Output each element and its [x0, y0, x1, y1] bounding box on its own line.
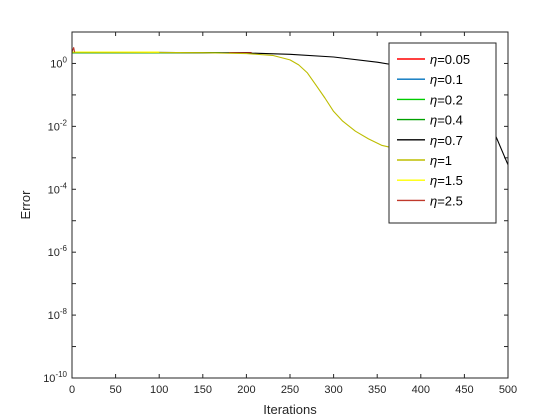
x-tick-label: 250: [281, 384, 299, 396]
legend-entry: η=0.2: [430, 92, 463, 107]
x-tick-label: 400: [412, 384, 430, 396]
y-tick-label: 10-6: [48, 244, 68, 259]
legend-entry: η=0.1: [430, 72, 463, 87]
x-tick-label: 0: [69, 384, 75, 396]
eta-symbol: η: [430, 113, 437, 128]
y-tick-exponent: -8: [60, 307, 68, 316]
y-tick-exponent: -6: [60, 244, 68, 253]
y-tick-base: 10: [48, 247, 60, 259]
y-tick-label: 10-2: [48, 118, 68, 133]
y-axis-label: Error: [18, 190, 33, 220]
y-tick-label: 10-8: [48, 307, 68, 322]
x-tick-label: 200: [237, 384, 255, 396]
legend-entry-label: =1: [437, 153, 452, 168]
y-tick-label: 10-4: [48, 181, 68, 196]
y-tick-exponent: -10: [55, 370, 67, 379]
x-tick-label: 500: [499, 384, 517, 396]
eta-symbol: η: [430, 52, 437, 67]
legend-entry: η=2.5: [430, 193, 463, 208]
legend-entry: η=0.05: [430, 52, 470, 67]
y-tick-exponent: 0: [63, 55, 68, 64]
eta-symbol: η: [430, 92, 437, 107]
series-line-5: [71, 51, 421, 151]
x-tick-label: 350: [368, 384, 386, 396]
x-tick-label: 150: [194, 384, 212, 396]
y-tick-exponent: -4: [60, 181, 68, 190]
legend-entry-label: =0.05: [437, 52, 470, 67]
legend-entry-label: =0.4: [437, 113, 463, 128]
y-tick-base: 10: [43, 373, 55, 385]
eta-symbol: η: [430, 133, 437, 148]
y-tick-base: 10: [50, 58, 62, 70]
y-tick-exponent: -2: [60, 118, 68, 127]
eta-symbol: η: [430, 173, 437, 188]
y-tick-label: 100: [50, 55, 67, 70]
legend-entry-label: =0.1: [437, 72, 463, 87]
eta-symbol: η: [430, 193, 437, 208]
legend-entry-label: =0.2: [437, 92, 463, 107]
legend: η=0.05η=0.1η=0.2η=0.4η=0.7η=1η=1.5η=2.5: [388, 42, 497, 224]
y-tick-label: 10-10: [43, 370, 67, 385]
legend-entry-label: =0.7: [437, 133, 463, 148]
y-tick-base: 10: [48, 310, 60, 322]
x-tick-label: 50: [109, 384, 121, 396]
y-tick-base: 10: [48, 121, 60, 133]
y-tick-base: 10: [48, 184, 60, 196]
x-tick-label: 100: [150, 384, 168, 396]
x-axis-label: Iterations: [263, 402, 317, 417]
legend-box: [388, 42, 497, 224]
x-axis-ticks: 0 50 100 150 200 250 300 350 400 450 500: [69, 32, 517, 396]
legend-entry: η=1: [430, 153, 452, 168]
legend-entry-label: =2.5: [437, 193, 463, 208]
series-line-7: [71, 47, 76, 53]
eta-symbol: η: [430, 72, 437, 87]
x-tick-label: 300: [324, 384, 342, 396]
eta-symbol: η: [430, 153, 437, 168]
x-tick-label: 450: [455, 384, 473, 396]
legend-entry: η=1.5: [430, 173, 463, 188]
legend-entry: η=0.7: [430, 133, 463, 148]
legend-entry-label: =1.5: [437, 173, 463, 188]
legend-entry: η=0.4: [430, 113, 463, 128]
